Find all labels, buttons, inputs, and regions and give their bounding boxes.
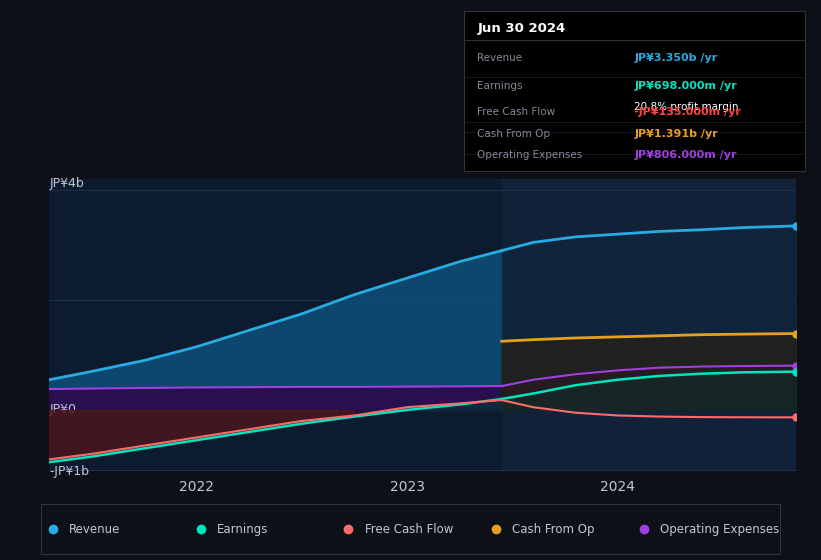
Text: -JP¥135.000m /yr: -JP¥135.000m /yr [635,107,741,117]
Text: Free Cash Flow: Free Cash Flow [365,522,453,536]
Bar [502,179,796,470]
Text: JP¥1.391b /yr: JP¥1.391b /yr [635,129,718,139]
Text: Cash From Op: Cash From Op [478,129,551,139]
Text: JP¥4b: JP¥4b [49,177,84,190]
Text: Free Cash Flow: Free Cash Flow [478,107,556,117]
Text: -JP¥1b: -JP¥1b [49,465,89,478]
Text: Operating Expenses: Operating Expenses [660,522,779,536]
Text: Revenue: Revenue [69,522,121,536]
Text: Cash From Op: Cash From Op [512,522,595,536]
Text: Earnings: Earnings [478,81,523,91]
Text: Earnings: Earnings [217,522,268,536]
Text: JP¥0: JP¥0 [49,403,76,417]
Text: Jun 30 2024: Jun 30 2024 [478,22,566,35]
Text: Revenue: Revenue [478,53,523,63]
Text: JP¥3.350b /yr: JP¥3.350b /yr [635,53,718,63]
Text: 20.8% profit margin: 20.8% profit margin [635,102,739,112]
Text: Operating Expenses: Operating Expenses [478,150,583,160]
Text: JP¥698.000m /yr: JP¥698.000m /yr [635,81,737,91]
Text: JP¥806.000m /yr: JP¥806.000m /yr [635,150,736,160]
